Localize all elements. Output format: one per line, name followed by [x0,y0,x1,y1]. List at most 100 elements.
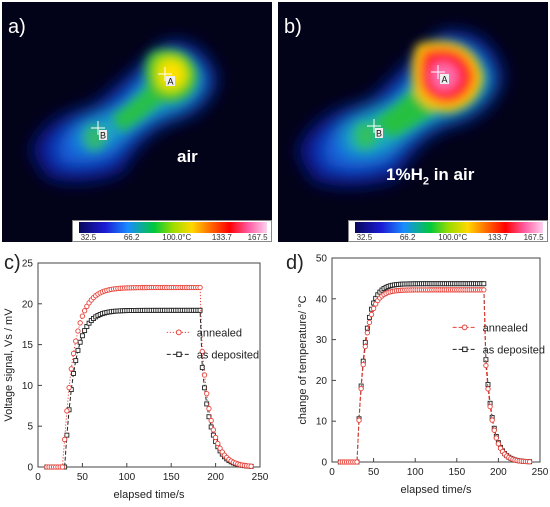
data-point-as-deposited [206,414,212,420]
plot-frame [37,262,261,468]
colorbar-gradient [355,222,543,233]
data-point-as-deposited [481,281,487,287]
gas-label-main: 1%H [386,165,423,184]
data-point-as-deposited [71,370,76,376]
marker-a-crosshair [431,65,445,79]
colorbar-tick: 133.7 [487,233,508,242]
marker-b-label: B [100,131,106,141]
thermal-image-h2: A B b) 1%H2 in air 32.5 66.2 100.0°C 133… [278,2,548,242]
gas-label-h2: 1%H2 in air [386,165,474,187]
y-tick-label: 15 [22,340,34,351]
x-axis-label: elapsed time/s [401,484,472,496]
x-tick-label: 0 [35,472,41,483]
colorbar-b: 32.5 66.2 100.0°C 133.7 167.5 [348,220,548,242]
colorbar-tick: 100.0°C [438,233,468,242]
x-tick-label: 150 [163,472,180,483]
data-point-as-deposited [79,333,85,339]
data-point-annealed [526,459,533,465]
series-line-annealed [46,287,252,468]
gas-label-rest: in air [428,165,475,184]
data-point-annealed [368,311,375,318]
data-point-annealed [199,348,205,355]
x-tick-label: 200 [490,467,507,478]
legend-label: as deposited [197,349,259,361]
data-point-annealed [485,386,491,392]
colorbar-a: 32.5 66.2 100.0°C 133.7 167.5 [72,220,272,242]
y-axis-label: change of temperature/ °C [297,295,309,424]
x-tick-label: 100 [118,472,135,483]
y-tick-label: 5 [27,422,33,433]
data-point-annealed [487,403,493,410]
thermal-heatmap: A B [278,2,548,242]
data-point-as-deposited [73,358,79,364]
panel-letter-b: b) [284,16,302,38]
colorbar-tick: 66.2 [399,233,416,242]
colorbar-tick: 100.0°C [162,233,192,242]
x-tick-label: 50 [77,472,89,483]
data-point-annealed [68,366,74,372]
x-axis-label: elapsed time/s [114,489,185,501]
voltage-chart-svg: 0 50 100 150 200 250 0 5 10 15 20 25 elapsed time/s V… [3,259,269,502]
legend-label: as deposited [483,344,545,356]
data-point-annealed [210,427,217,433]
legend-label: annealed [483,322,528,334]
y-tick-label: 50 [316,254,328,265]
gas-label-air: air [177,147,198,166]
data-point-annealed [366,319,373,325]
y-tick-label: 0 [27,463,33,474]
colorbar-tick: 32.5 [80,233,97,242]
data-point-annealed [66,385,72,391]
colorbar-tick: 167.5 [247,233,268,242]
marker-b-label: B [376,129,382,139]
panel-letter-c: c) [4,252,21,274]
data-point-annealed [360,362,366,368]
marker-a-crosshair [158,67,172,81]
colorbar-tick: 66.2 [123,233,140,242]
x-tick-label: 50 [368,467,380,478]
data-point-as-deposited [75,347,81,353]
data-point-as-deposited [197,307,203,313]
data-point-as-deposited [204,401,210,407]
colorbar-tick: 167.5 [523,233,544,242]
data-point-annealed [491,427,497,433]
y-tick-label: 20 [22,299,34,310]
data-point-annealed [489,417,495,423]
legend-marker [176,351,182,358]
marker-b-crosshair [367,119,381,133]
data-point-annealed [364,330,371,336]
data-point-annealed [79,313,86,319]
data-point-annealed [201,372,208,378]
x-tick-label: 150 [448,467,465,478]
data-point-annealed [481,287,487,293]
y-tick-label: 10 [316,417,328,428]
y-tick-label: 25 [22,259,34,270]
thermal-image-air: A B a) air 32.5 66.2 100.0°C 133.7 167.5 [2,2,272,242]
data-point-annealed [495,441,502,447]
gas-label-subscript: 2 [422,175,429,188]
data-point-annealed [77,320,83,326]
data-point-annealed [217,445,223,451]
x-tick-label: 100 [407,467,424,478]
data-point-annealed [204,391,210,397]
marker-a-label: A [168,77,174,87]
legend-marker [461,324,468,331]
plot-frame [331,257,541,463]
data-point-annealed [370,305,377,312]
colorbar-tick: 32.5 [356,233,373,242]
data-point-annealed [75,328,81,334]
data-point-annealed [215,440,221,447]
data-point-annealed [483,362,489,369]
y-tick-label: 0 [321,458,327,469]
data-point-annealed [59,464,66,470]
data-point-as-deposited [77,339,83,345]
panel-letter-d: d) [286,252,304,274]
data-point-annealed [197,284,203,291]
data-point-annealed [248,463,254,469]
temperature-chart-svg: 0 50 100 150 200 250 0 10 20 30 40 50 elapsed time/s… [297,254,549,497]
legend-label: annealed [197,327,242,339]
data-point-annealed [73,338,79,344]
data-point-as-deposited [82,328,88,334]
legend-marker [175,329,182,336]
y-tick-label: 20 [316,376,328,387]
marker-a-label: A [442,75,448,85]
